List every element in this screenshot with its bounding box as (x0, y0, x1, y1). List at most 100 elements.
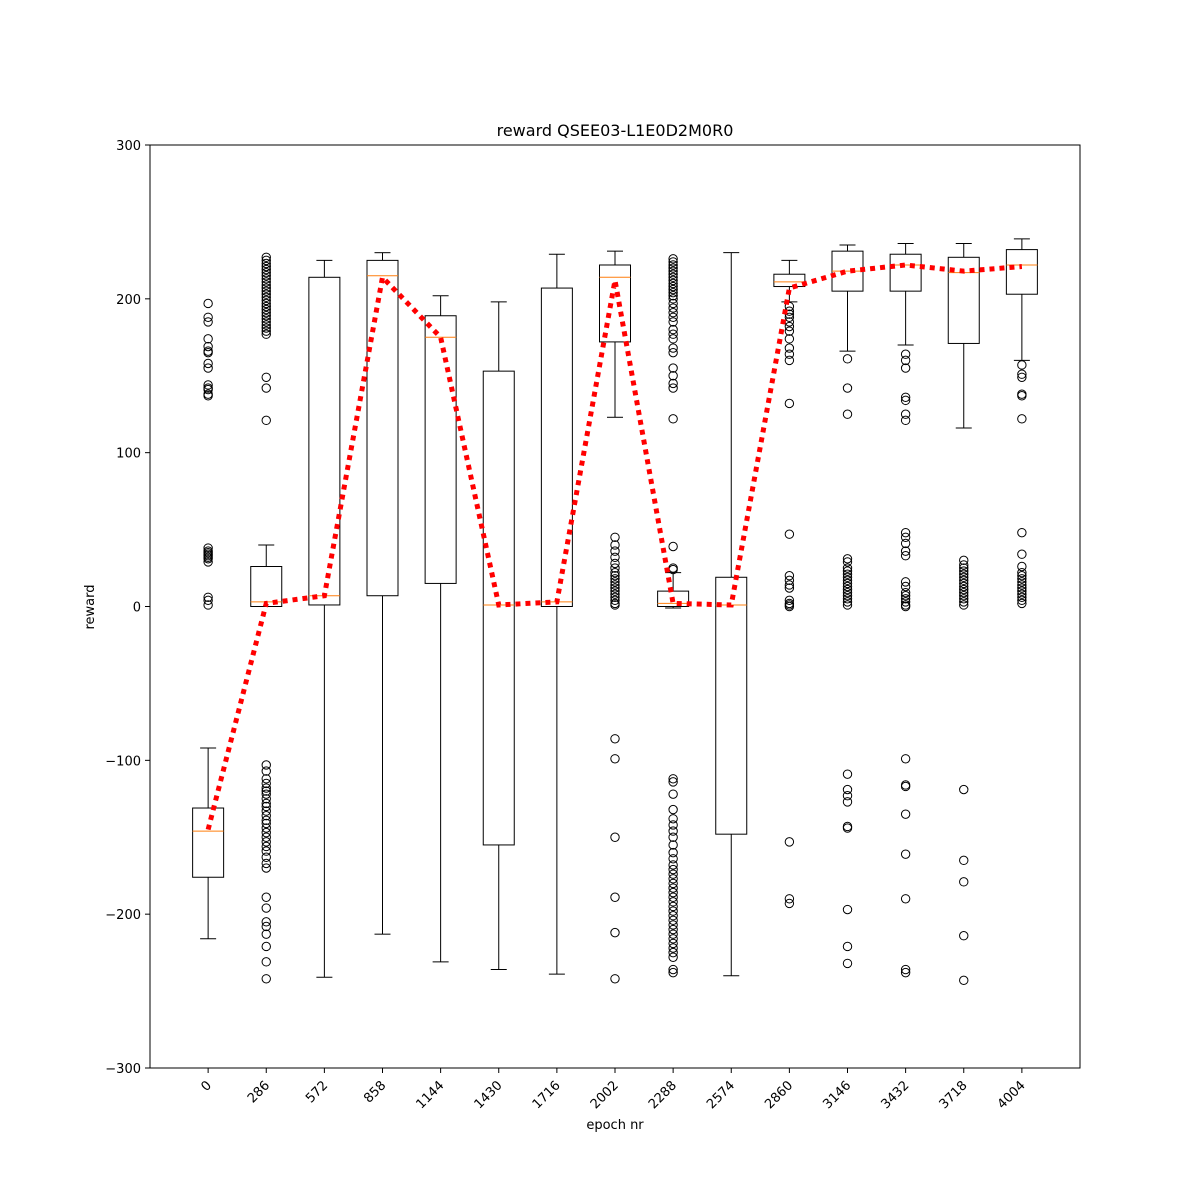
outlier-point (784, 837, 795, 847)
outlier-point (842, 563, 853, 573)
outlier-point (203, 554, 213, 564)
outlier-point (261, 832, 271, 842)
outlier-point (842, 557, 853, 567)
box-group-1716 (540, 253, 573, 975)
outlier-point (842, 591, 853, 601)
outlier-point (261, 858, 271, 869)
outlier-point (261, 252, 271, 262)
outlier-point (668, 826, 678, 836)
outlier-point (261, 314, 271, 324)
outlier-point (784, 601, 795, 612)
outlier-point (668, 967, 678, 978)
outlier-point (610, 552, 620, 562)
outlier-point (959, 587, 969, 598)
y-tick-label: −200 (105, 908, 141, 923)
outlier-point (668, 934, 678, 944)
box-group-2574 (715, 252, 748, 977)
outlier-point (668, 312, 678, 322)
box-group-1144 (424, 295, 457, 963)
plot-area (192, 238, 1038, 986)
outlier-point (1017, 360, 1027, 370)
outlier-point (668, 920, 678, 930)
outlier-point (842, 566, 853, 576)
outlier-point (668, 291, 678, 301)
outlier-point (1017, 567, 1027, 578)
outlier-point (959, 975, 969, 986)
outlier-point (261, 837, 271, 847)
y-tick-label: 100 (116, 447, 141, 462)
outlier-point (610, 974, 620, 984)
outlier-point (900, 809, 911, 819)
outlier-point (1017, 549, 1027, 559)
outlier-point (261, 846, 271, 856)
outlier-point (784, 326, 795, 336)
outlier-point (900, 587, 911, 598)
outlier-point (610, 927, 620, 938)
outlier-point (842, 797, 853, 807)
outlier-point (261, 815, 271, 826)
box-iqr (424, 315, 457, 584)
box-group-4004 (1005, 238, 1038, 609)
outlier-point (842, 791, 853, 801)
box-iqr (773, 273, 806, 288)
outlier-point (668, 952, 678, 962)
outlier-point (900, 527, 911, 538)
outlier-point (261, 289, 271, 299)
outlier-point (1017, 598, 1027, 609)
outlier-point (959, 784, 969, 795)
outlier-point (610, 892, 620, 902)
outlier-point (203, 334, 213, 344)
outlier-point (784, 575, 795, 586)
outlier-point (668, 324, 678, 335)
outlier-point (900, 591, 911, 601)
outlier-point (261, 283, 271, 293)
outlier-point (203, 391, 213, 401)
mean-trend-line (205, 262, 1023, 831)
outlier-point (784, 580, 795, 590)
outlier-point (668, 275, 678, 286)
outlier-point (668, 284, 678, 295)
box-group-3718 (947, 242, 980, 986)
outlier-point (900, 781, 911, 792)
outlier-point (668, 281, 678, 292)
outlier-point (784, 349, 795, 359)
outlier-point (668, 938, 678, 949)
outlier-point (784, 301, 795, 312)
outlier-point (959, 877, 969, 887)
outlier-point (1017, 583, 1027, 593)
outlier-point (261, 267, 271, 278)
outlier-point (203, 384, 213, 395)
outlier-point (900, 551, 911, 561)
outlier-point (610, 832, 620, 842)
outlier-point (203, 595, 213, 606)
outlier-point (261, 286, 271, 296)
outlier-point (261, 326, 271, 336)
outlier-point (668, 901, 678, 912)
outlier-point (261, 903, 271, 913)
outlier-point (668, 278, 678, 289)
outlier-point (1017, 574, 1027, 584)
outlier-point (900, 363, 911, 373)
outlier-point (610, 567, 620, 578)
box-group-2002 (599, 250, 631, 984)
outlier-point (900, 594, 911, 604)
outlier-point (261, 298, 271, 309)
outlier-point (1017, 586, 1027, 596)
outlier-point (203, 543, 213, 553)
outlier-point (900, 581, 911, 592)
outlier-point (959, 855, 969, 866)
box-group-3432 (889, 242, 922, 978)
outlier-point (610, 546, 620, 556)
outlier-point (668, 874, 678, 884)
outlier-point (668, 929, 678, 939)
outlier-point (784, 334, 795, 344)
outlier-point (261, 823, 271, 833)
outlier-point (668, 263, 678, 273)
outlier-point (842, 958, 853, 969)
outlier-point (900, 538, 911, 549)
outlier-point (668, 294, 678, 304)
outlier-point (668, 303, 678, 313)
outlier-point (842, 594, 853, 604)
outlier-point (668, 915, 678, 926)
